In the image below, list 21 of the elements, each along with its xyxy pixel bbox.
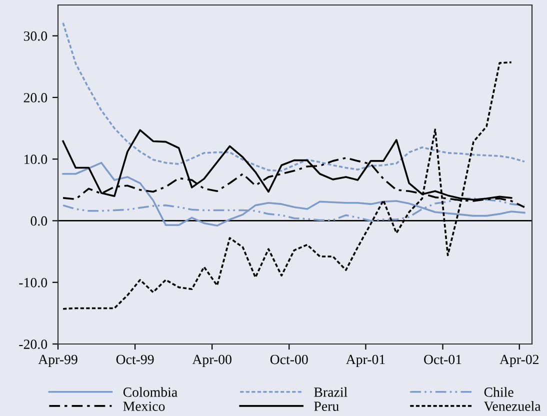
y-tick-label: 0.0 xyxy=(30,216,48,226)
legend-label: Mexico xyxy=(123,402,165,411)
x-tick-label: Apr-00 xyxy=(192,354,232,368)
legend-label: Chile xyxy=(484,387,514,397)
line-series xyxy=(62,22,526,172)
y-tick-label: -20.0 xyxy=(19,340,48,350)
legend-label: Colombia xyxy=(123,387,178,397)
y-tick-label: -10.0 xyxy=(19,278,48,288)
legend-label: Peru xyxy=(314,402,339,411)
line-series xyxy=(62,162,526,227)
x-tick-label: Apr-02 xyxy=(500,354,539,368)
x-tick-label: Oct-01 xyxy=(424,354,462,364)
y-tick-label: 10.0 xyxy=(24,154,48,164)
legend-label: Brazil xyxy=(314,387,348,397)
y-tick-label: 20.0 xyxy=(24,93,48,102)
x-tick-label: Oct-99 xyxy=(116,354,154,364)
x-tick-label: Apr-99 xyxy=(38,354,78,368)
x-tick-label: Oct-00 xyxy=(270,354,308,364)
legend-label: Venezuela xyxy=(484,401,541,412)
x-tick-label: Apr-01 xyxy=(346,354,385,368)
y-tick-label: 30.0 xyxy=(24,31,48,41)
